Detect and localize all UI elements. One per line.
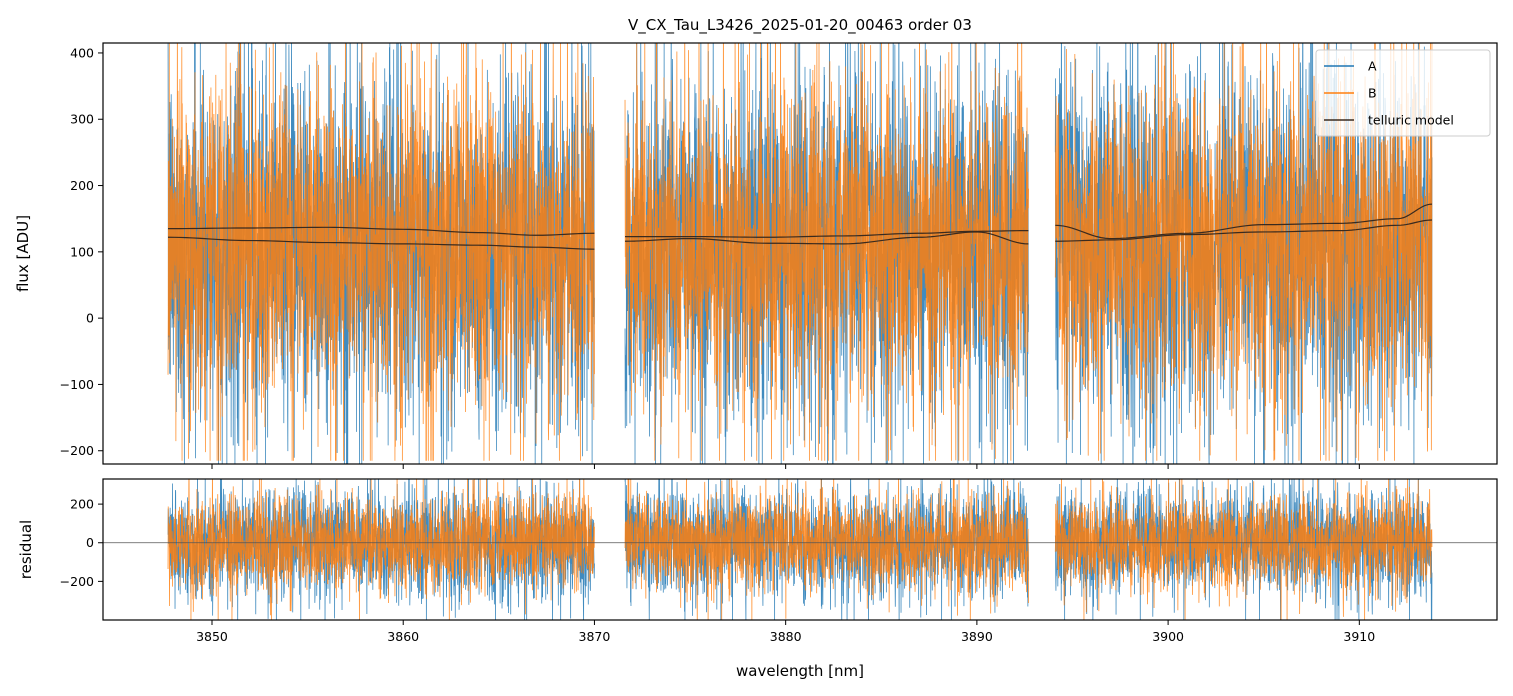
telluric-model-curve-6 [1055,219,1432,242]
x-tick-label: 3870 [579,629,611,644]
flux-y-tick-label: −100 [60,377,94,392]
residual-panel: 3850 3860 3870 3880 3890 3900 3910 −200 0 200 res… [17,478,1498,680]
telluric-model-curve-1 [168,226,595,236]
flux-y-tick-label: 400 [70,45,94,60]
legend-label-2: B [1368,86,1377,101]
x-tick-label: 3890 [961,629,993,644]
telluric-model-curve-2 [168,236,595,250]
flux-ticks: −200 −100 0 100 200 300 400 [60,45,1360,469]
residual-y-axis-label: residual [17,520,35,579]
residual-y-tick-label: 200 [70,497,94,512]
flux-y-tick-label: −200 [60,443,94,458]
x-tick-label: 3900 [1152,629,1184,644]
residual-ticks: 3850 3860 3870 3880 3890 3900 3910 −200 0 200 [60,497,1376,644]
residual-b-segment-3 [1054,479,1433,620]
legend-box [1315,49,1491,137]
flux-y-tick-label: 300 [70,112,94,127]
telluric-model-curve-4 [625,231,1029,245]
x-tick-label: 3850 [196,629,228,644]
telluric-model-curve-3 [625,230,1029,238]
figure-title: V_CX_Tau_L3426_2025-01-20_00463 order 03 [628,16,972,35]
legend-label-3: telluric model [1368,113,1454,128]
flux-y-tick-label: 200 [70,178,94,193]
residual-y-tick-label: −200 [60,574,94,589]
series-b-segment-3 [1054,43,1433,461]
legend-label-1: A [1368,59,1377,74]
flux-y-axis-label: flux [ADU] [14,215,32,292]
series-b-segment-1 [167,43,595,461]
x-tick-label: 3910 [1343,629,1375,644]
flux-y-tick-label: 100 [70,244,94,259]
flux-axes-frame [102,42,1498,465]
x-tick-label: 3860 [387,629,419,644]
residual-axes-frame [102,478,1498,621]
residual-y-tick-label: 0 [86,535,94,550]
telluric-model-curve-5 [1055,203,1433,240]
flux-panel: −200 −100 0 100 200 300 400 flux [ADU] ABtellu… [14,42,1498,469]
residual-b-segment-1 [167,479,595,620]
flux-y-tick-label: 0 [86,311,94,326]
x-tick-label: 3880 [770,629,802,644]
residual-b-segment-2 [624,479,1029,620]
series-a-segment-2 [624,43,1029,464]
flux-plot-area [167,43,1433,464]
x-axis-label: wavelength [nm] [736,662,864,680]
residual-plot-area [103,479,1497,620]
